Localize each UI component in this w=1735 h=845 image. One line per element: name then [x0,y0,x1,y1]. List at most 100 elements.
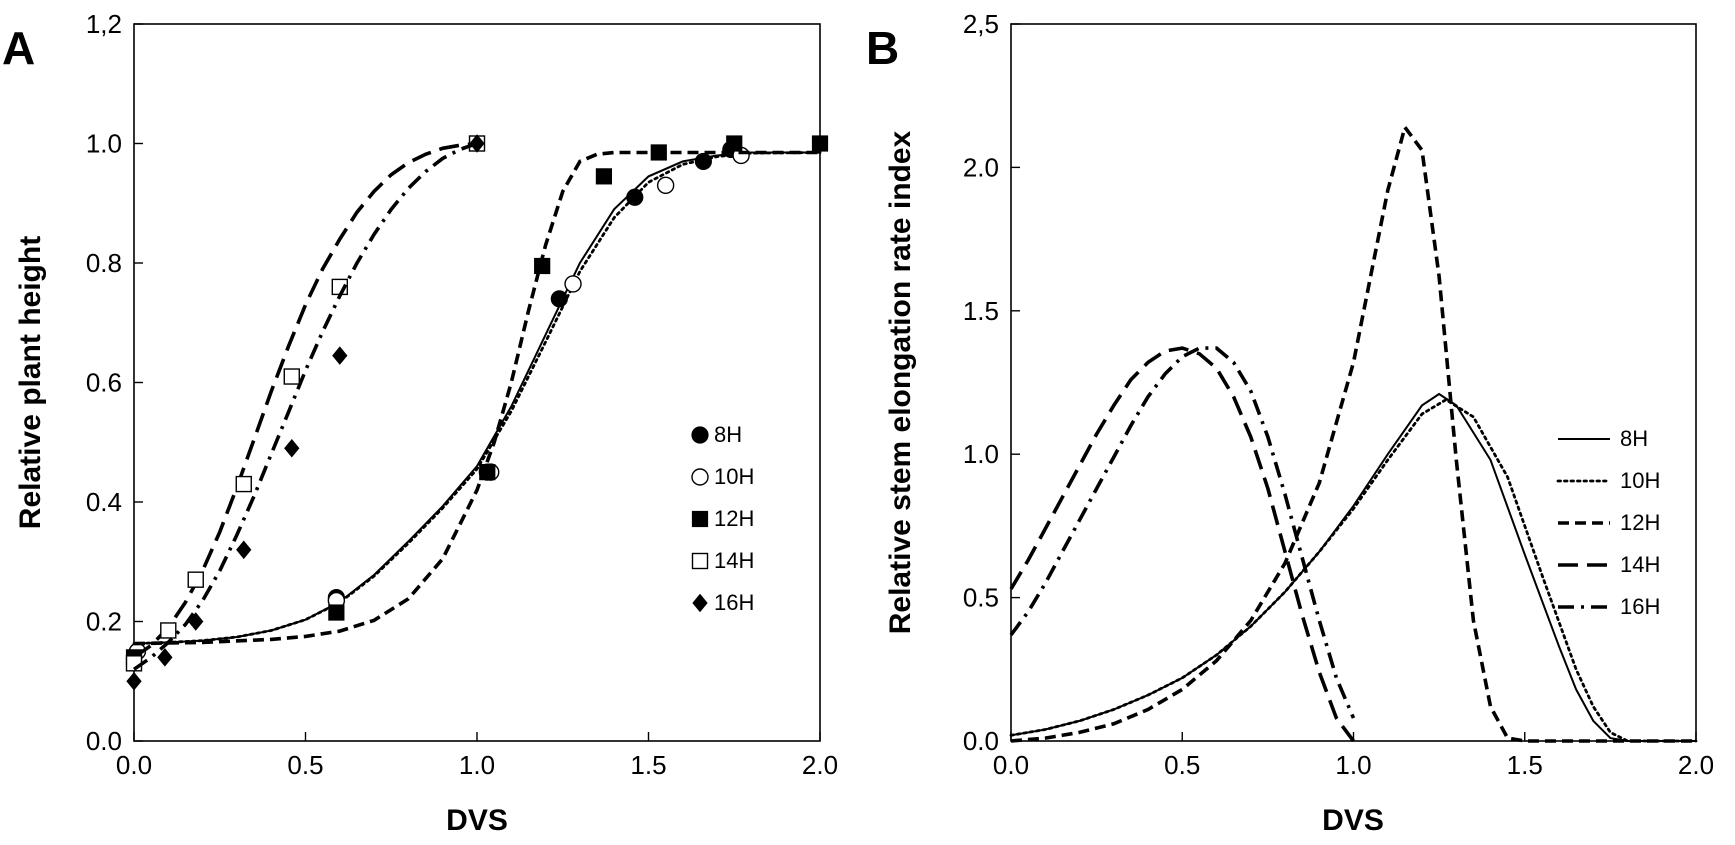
data-point-16h [236,540,252,560]
data-point-14h [235,475,252,493]
legend-item: 12H [691,506,754,531]
data-point-12h [595,168,613,185]
series-line-10h [132,151,822,645]
series-10h [128,146,822,661]
panel-letter: B [866,22,899,74]
x-tick-label: 0.0 [116,750,152,780]
data-point-14h [187,571,204,588]
x-tick-label: 0.0 [993,750,1029,780]
legend-item: 10H [691,464,754,489]
legend-label: 12H [714,506,754,531]
data-point-16h [157,648,173,667]
panel-b: 0.0 0.5 1.0 1.5 2.0 0.0 0.5 1.0 1.5 2.0 2,5 B DVS Rel… [866,9,1714,837]
y-tick-label: 0.6 [86,368,122,398]
series-14h [1009,346,1355,743]
series-8h [128,140,820,660]
y-tick-label: 2.0 [963,152,999,182]
legend-item: 14H [691,548,754,573]
series-line-16h [1009,346,1356,719]
legend-marker [691,468,709,486]
legend-item: 8H [691,422,742,447]
data-point-10h [656,176,675,195]
data-point-14h [283,368,300,385]
legend-label: 8H [1620,426,1648,451]
data-point-12h [328,604,345,621]
series-line-12h [133,150,820,646]
y-tick-label: 1,2 [86,9,122,39]
legend-item: 16H [692,590,754,615]
legend-label: 10H [1620,468,1660,493]
legend: 8H 10H 12H 14H 16H [691,422,754,615]
series-12h [1010,123,1696,743]
y-tick-label: 0.8 [86,248,122,278]
data-point-12h [726,135,743,152]
x-tick-label: 1.5 [1507,750,1543,780]
series-line-8h [133,151,820,645]
series-line-14h [1009,346,1355,743]
y-tick-label: 0.0 [963,726,999,756]
data-point-16h [126,671,142,691]
x-tick-label: 1.0 [1335,750,1371,780]
series-16h [126,134,485,691]
series-8h [1010,392,1696,742]
legend-marker [691,426,709,444]
y-tick-label: 0.2 [86,607,122,637]
data-point-12h [479,464,496,481]
y-tick-label: 0.4 [86,487,122,517]
legend-item: 8H [1558,426,1648,451]
legend-label: 10H [714,464,754,489]
y-tick-label: 0.0 [86,726,122,756]
series-line-10h [1009,398,1698,743]
legend-marker [692,593,708,613]
panel-letter: A [2,22,35,74]
x-axis-title: DVS [446,804,508,837]
data-point-12h [534,257,551,275]
series-line-14h [132,141,478,659]
y-tick-label: 2,5 [963,9,999,39]
legend-label: 12H [1620,510,1660,535]
data-point-10h [564,275,582,293]
x-tick-label: 2.0 [802,750,838,780]
legend-item: 10H [1556,468,1660,493]
legend-marker [691,552,709,570]
y-axis-title: Relative stem elongation rate index [884,130,917,634]
y-axis-title: Relative plant height [14,236,47,529]
x-tick-label: 1.5 [630,750,666,780]
data-point-16h [284,438,300,458]
data-point-16h [469,134,485,153]
y-tick-label: 1.0 [86,129,122,159]
panel-a: 0.0 0.5 1.0 1.5 2.0 0.0 0.2 0.4 0.6 0.8 1.0 1,2 A DVS… [2,9,838,837]
legend-item: 14H [1558,552,1660,577]
data-point-14h [160,622,177,639]
series-14h [125,135,486,672]
y-tick-label: 1.0 [963,439,999,469]
series-line-12h [1010,123,1696,743]
series-16h [1009,346,1356,719]
legend-label: 14H [1620,552,1660,577]
x-tick-label: 2.0 [1678,750,1714,780]
plot-frame [133,23,821,742]
legend-label: 8H [714,422,742,447]
plot-frame [1010,23,1697,742]
legend-item: 12H [1558,510,1660,535]
x-axis-title: DVS [1322,804,1384,837]
y-tick-label: 1.5 [963,296,999,326]
series-line-16h [132,141,478,671]
series-line-8h [1010,392,1696,742]
y-tick-label: 0.5 [963,583,999,613]
legend-label: 16H [714,590,754,615]
data-point-16h [332,346,348,365]
data-point-12h [650,144,667,161]
x-tick-label: 0.5 [1164,750,1200,780]
data-point-16h [188,612,204,631]
x-tick-label: 0.5 [287,750,323,780]
legend-item: 16H [1558,594,1660,619]
legend-marker [691,510,709,528]
data-point-12h [811,135,829,152]
x-tick-label: 1.0 [459,750,495,780]
legend-label: 14H [714,548,754,573]
series-10h [1009,398,1698,743]
series-12h [125,135,829,666]
legend: 8H 10H 12H 14H 16H [1556,426,1660,619]
